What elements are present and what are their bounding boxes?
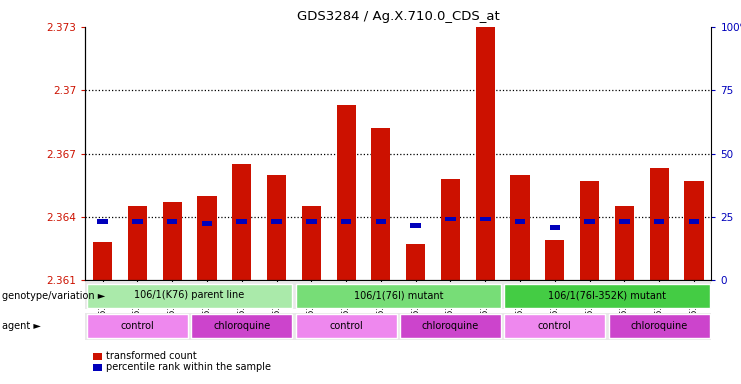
Bar: [336, 105, 356, 280]
Bar: [271, 219, 282, 223]
Bar: [87, 283, 292, 308]
Bar: [202, 221, 212, 226]
Text: control: control: [121, 321, 154, 331]
Text: control: control: [329, 321, 363, 331]
Title: GDS3284 / Ag.X.710.0_CDS_at: GDS3284 / Ag.X.710.0_CDS_at: [297, 10, 499, 23]
Text: 106/1(K76) parent line: 106/1(K76) parent line: [134, 290, 245, 300]
Text: 106/1(76I-352K) mutant: 106/1(76I-352K) mutant: [548, 290, 666, 300]
Bar: [619, 219, 630, 223]
Bar: [688, 219, 700, 223]
Bar: [609, 314, 710, 339]
Bar: [306, 219, 316, 223]
Bar: [232, 164, 251, 280]
Bar: [445, 217, 456, 222]
Bar: [511, 175, 530, 280]
Bar: [296, 314, 396, 339]
Bar: [162, 202, 182, 280]
Bar: [341, 219, 351, 223]
Bar: [128, 206, 147, 280]
Bar: [654, 219, 665, 223]
Bar: [191, 314, 292, 339]
Bar: [650, 169, 668, 280]
Text: genotype/variation ►: genotype/variation ►: [2, 291, 105, 301]
Bar: [376, 219, 386, 223]
Bar: [132, 219, 143, 223]
Bar: [476, 27, 495, 280]
Bar: [93, 242, 112, 280]
Text: control: control: [538, 321, 572, 331]
Bar: [411, 223, 421, 228]
Bar: [515, 219, 525, 223]
Bar: [441, 179, 460, 280]
Bar: [267, 175, 286, 280]
Bar: [167, 219, 177, 223]
Bar: [505, 314, 605, 339]
Bar: [296, 283, 501, 308]
Bar: [615, 206, 634, 280]
Bar: [580, 181, 599, 280]
Text: chloroquine: chloroquine: [422, 321, 479, 331]
Bar: [545, 240, 565, 280]
Text: 106/1(76I) mutant: 106/1(76I) mutant: [353, 290, 443, 300]
Bar: [302, 206, 321, 280]
Bar: [480, 217, 491, 222]
Bar: [685, 181, 703, 280]
Bar: [406, 245, 425, 280]
Bar: [371, 128, 391, 280]
Bar: [550, 225, 560, 230]
Bar: [87, 314, 187, 339]
Text: chloroquine: chloroquine: [631, 321, 688, 331]
Text: chloroquine: chloroquine: [213, 321, 270, 331]
Text: agent ►: agent ►: [2, 321, 41, 331]
Bar: [236, 219, 247, 223]
Bar: [197, 196, 216, 280]
Text: transformed count: transformed count: [106, 351, 196, 361]
Bar: [585, 219, 595, 223]
Bar: [400, 314, 501, 339]
Bar: [505, 283, 710, 308]
Text: percentile rank within the sample: percentile rank within the sample: [106, 362, 271, 372]
Bar: [97, 219, 108, 223]
